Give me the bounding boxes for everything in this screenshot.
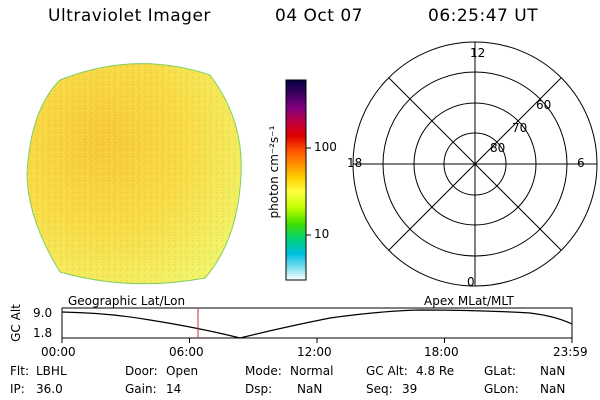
time-label: 06:25:47 UT <box>428 6 539 26</box>
x-tick-0600: 06:00 <box>169 345 204 359</box>
door-value: Open <box>166 364 199 378</box>
glat-label: GLat: <box>484 364 517 378</box>
glat-value: NaN <box>540 364 566 378</box>
lat-label-60: 60 <box>536 98 552 112</box>
color-scale-bar <box>285 79 311 281</box>
mlt-label-12: 12 <box>470 46 486 60</box>
door-label: Door: <box>125 364 158 378</box>
colorbar-tick-10: 10 <box>314 227 330 241</box>
ip-label: IP: <box>10 382 25 396</box>
flt-value: LBHL <box>36 364 67 378</box>
flt-label: Flt: <box>10 364 29 378</box>
gcalt-value: 4.8 Re <box>416 364 455 378</box>
mlt-label-18: 18 <box>347 156 363 170</box>
gain-label: Gain: <box>125 382 157 396</box>
mlt-label-0: 0 <box>467 275 475 289</box>
gc-alt-axis-label: GC Alt <box>9 304 23 342</box>
seq-value: 39 <box>402 382 418 396</box>
gcalt-label: GC Alt: <box>366 364 408 378</box>
ip-value: 36.0 <box>36 382 63 396</box>
mode-label: Mode: <box>245 364 282 378</box>
mode-value: Normal <box>290 364 334 378</box>
gain-value: 14 <box>166 382 182 396</box>
glon-value: NaN <box>540 382 566 396</box>
x-tick-1200: 12:00 <box>297 345 332 359</box>
glon-label: GLon: <box>484 382 519 396</box>
colorbar-unit-label: photon cm⁻²s⁻¹ <box>267 125 281 219</box>
apex-mlat-label: Apex MLat/MLT <box>424 294 514 308</box>
x-tick-2359: 23:59 <box>553 345 588 359</box>
lat-label-70: 70 <box>512 121 528 135</box>
y-max-label: 9.0 <box>33 306 53 320</box>
dsp-value: NaN <box>297 382 323 396</box>
instrument-title: Ultraviolet Imager <box>48 6 211 26</box>
date-label: 04 Oct 07 <box>275 6 363 26</box>
geo-latlon-label: Geographic Lat/Lon <box>68 294 186 308</box>
mlt-label-6: 6 <box>577 156 585 170</box>
colorbar-tick-100: 100 <box>314 140 337 154</box>
orbit-timeline-plot <box>61 307 573 343</box>
x-tick-1800: 18:00 <box>424 345 459 359</box>
uv-image-disk <box>26 63 242 285</box>
x-tick-0000: 00:00 <box>41 345 76 359</box>
dsp-label: Dsp: <box>245 382 273 396</box>
y-min-label: 1.8 <box>33 326 53 340</box>
lat-label-80: 80 <box>490 141 506 155</box>
polar-mlat-mlt-plot <box>352 41 598 287</box>
seq-label: Seq: <box>366 382 393 396</box>
